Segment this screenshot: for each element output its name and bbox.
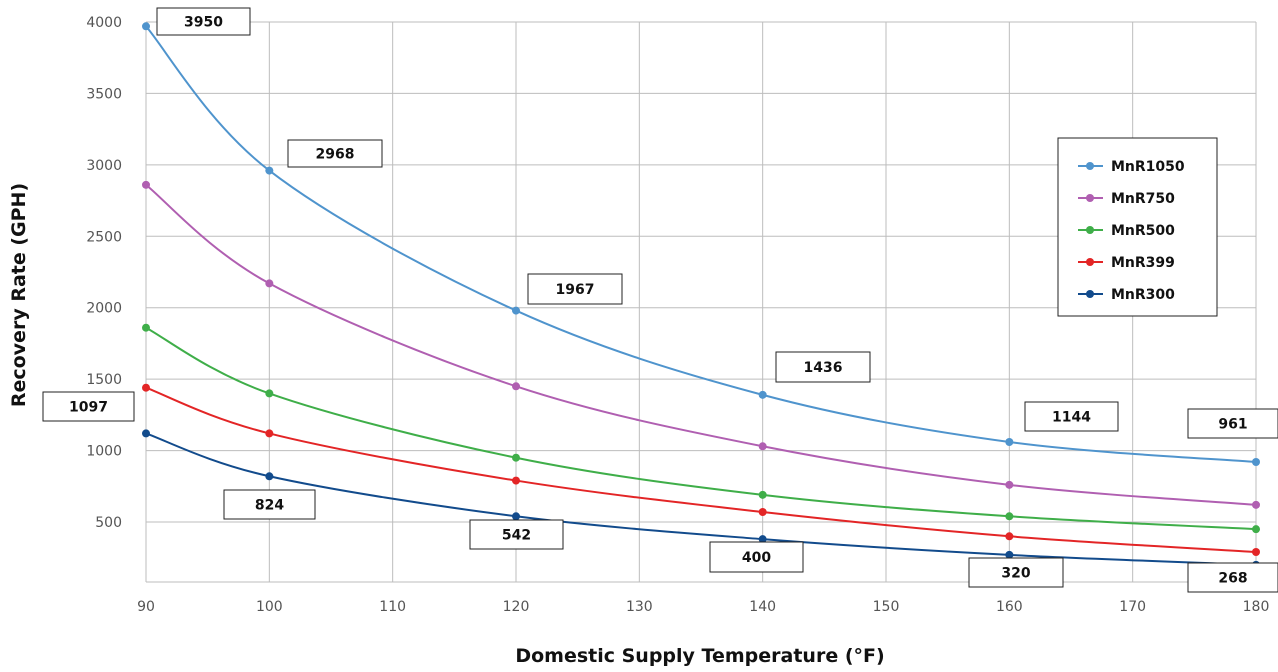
data-point-mnr500 bbox=[265, 389, 274, 398]
y-tick-label: 500 bbox=[95, 515, 122, 531]
y-axis-title: Recovery Rate (GPH) bbox=[8, 183, 30, 407]
callout-box bbox=[1187, 562, 1278, 593]
data-point-mnr500 bbox=[512, 453, 520, 462]
y-tick-label: 1500 bbox=[86, 372, 122, 388]
data-point-mnr300 bbox=[265, 472, 274, 481]
data-point-mnr399 bbox=[1252, 548, 1260, 556]
legend-box bbox=[1057, 137, 1218, 317]
data-point-mnr750 bbox=[1005, 480, 1014, 489]
x-tick-label: 150 bbox=[873, 599, 900, 615]
data-point-mnr500 bbox=[1252, 525, 1260, 534]
x-tick-label: 100 bbox=[256, 599, 283, 615]
x-tick-label: 180 bbox=[1243, 599, 1270, 615]
data-point-mnr300 bbox=[758, 535, 767, 544]
legend-label: MnR300 bbox=[1111, 287, 1175, 303]
callout-box bbox=[1187, 408, 1278, 439]
data-point-mnr1050 bbox=[142, 22, 150, 31]
callout-label: 1097 bbox=[69, 400, 108, 416]
data-point-mnr300 bbox=[142, 429, 150, 438]
callout-box bbox=[775, 351, 871, 383]
callout-label: 1967 bbox=[556, 282, 595, 298]
callout-box bbox=[709, 541, 804, 573]
data-point-mnr1050 bbox=[1005, 438, 1014, 446]
value-callouts: 3950 2968 1967 1436 1144 961 1097 824 542 400 320 2… bbox=[42, 7, 1278, 593]
y-tick-labels: 500 1000 1500 2000 2500 3000 3500 4000 bbox=[86, 15, 122, 531]
y-tick-label: 3000 bbox=[86, 158, 122, 174]
legend-swatch-marker bbox=[1086, 258, 1094, 266]
legend-label: MnR1050 bbox=[1111, 159, 1185, 175]
callout-box bbox=[223, 489, 316, 520]
data-point-mnr750 bbox=[1252, 500, 1260, 509]
data-point-mnr1050 bbox=[265, 166, 274, 175]
callout-label: 542 bbox=[502, 528, 531, 544]
callout-label: 2968 bbox=[316, 147, 355, 163]
data-point-mnr1050 bbox=[1252, 458, 1260, 466]
data-point-mnr750 bbox=[265, 279, 274, 288]
callout-label: 3950 bbox=[184, 15, 223, 31]
data-point-mnr1050 bbox=[512, 306, 520, 315]
callout-box bbox=[968, 557, 1064, 588]
data-point-mnr399 bbox=[1005, 532, 1014, 541]
callout-label: 1436 bbox=[804, 360, 843, 376]
callout-label: 400 bbox=[742, 550, 771, 566]
legend-swatch-marker bbox=[1086, 194, 1094, 202]
callout-label: 320 bbox=[1001, 566, 1030, 582]
x-tick-label: 90 bbox=[137, 599, 155, 615]
legend-swatch-marker bbox=[1086, 226, 1094, 234]
y-tick-label: 2000 bbox=[86, 301, 122, 317]
x-tick-label: 140 bbox=[749, 599, 776, 615]
callout-box bbox=[42, 391, 135, 422]
x-axis-title: Domestic Supply Temperature (°F) bbox=[515, 645, 884, 667]
callout-box bbox=[1024, 401, 1119, 432]
y-tick-label: 2500 bbox=[86, 229, 122, 245]
callout-label: 961 bbox=[1218, 417, 1247, 433]
data-point-mnr399 bbox=[142, 383, 150, 392]
x-tick-label: 160 bbox=[996, 599, 1023, 615]
y-tick-label: 1000 bbox=[86, 444, 122, 460]
callout-box bbox=[156, 7, 251, 36]
x-tick-label: 170 bbox=[1119, 599, 1146, 615]
callout-box bbox=[527, 273, 623, 305]
data-point-mnr300 bbox=[512, 512, 520, 521]
data-point-mnr500 bbox=[142, 323, 150, 332]
data-point-mnr399 bbox=[758, 508, 767, 516]
x-tick-label: 130 bbox=[626, 599, 653, 615]
callout-box bbox=[287, 139, 383, 168]
data-point-mnr399 bbox=[265, 429, 274, 438]
y-tick-label: 3500 bbox=[86, 86, 122, 102]
callout-box bbox=[469, 519, 564, 550]
callout-label: 824 bbox=[255, 498, 284, 514]
legend: MnR1050 MnR750 MnR500 MnR399 MnR300 bbox=[1057, 137, 1218, 317]
legend-label: MnR399 bbox=[1111, 255, 1175, 271]
data-point-mnr1050 bbox=[758, 390, 767, 399]
data-point-mnr750 bbox=[512, 382, 520, 391]
data-point-mnr399 bbox=[512, 476, 520, 485]
data-point-mnr500 bbox=[1005, 512, 1014, 521]
callout-label: 268 bbox=[1218, 571, 1247, 587]
y-tick-label: 4000 bbox=[86, 15, 122, 31]
data-point-mnr500 bbox=[758, 490, 767, 499]
legend-label: MnR750 bbox=[1111, 191, 1175, 207]
legend-swatch-marker bbox=[1086, 290, 1094, 298]
data-point-mnr750 bbox=[142, 180, 150, 189]
x-tick-labels: 90 100 110 120 130 140 150 160 170 180 bbox=[137, 599, 1269, 615]
callout-label: 1144 bbox=[1052, 410, 1091, 426]
x-tick-label: 110 bbox=[379, 599, 406, 615]
x-tick-label: 120 bbox=[503, 599, 530, 615]
legend-label: MnR500 bbox=[1111, 223, 1175, 239]
legend-swatch-marker bbox=[1086, 162, 1094, 170]
data-point-mnr750 bbox=[758, 442, 767, 451]
data-point-mnr300 bbox=[1005, 550, 1014, 559]
